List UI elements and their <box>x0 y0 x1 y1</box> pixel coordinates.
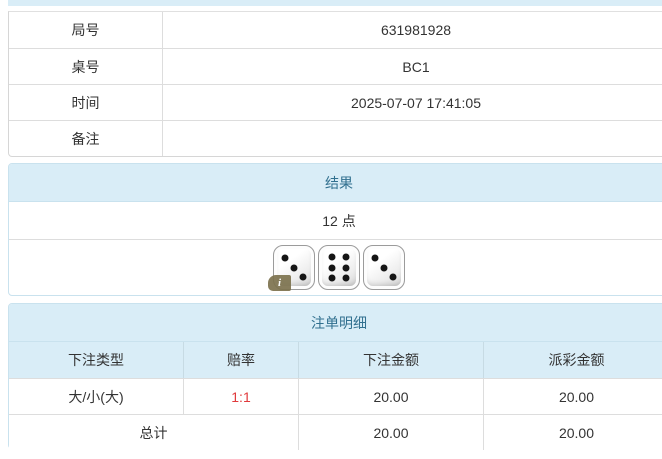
time-value: 2025-07-07 17:41:05 <box>351 94 481 111</box>
die-pip <box>299 273 307 281</box>
table-row-round-id: 局号 631981928 <box>9 12 662 48</box>
result-panel: 结果 12 点 i <box>8 163 662 296</box>
die-pip <box>342 253 350 261</box>
die-3-value-3 <box>363 245 405 290</box>
total-payout-amount: 20.00 <box>558 424 595 441</box>
bets-table-header: 下注类型 赔率 下注金额 派彩金额 <box>9 342 662 378</box>
bet-odds: 1:1 <box>184 379 299 414</box>
die-pip <box>342 274 350 282</box>
die-pip <box>389 273 397 281</box>
col-odds: 赔率 <box>184 342 299 378</box>
bets-total-row: 总计 20.00 20.00 <box>9 414 662 450</box>
result-panel-title: 结果 <box>9 164 662 202</box>
die-1-value-3: i <box>268 245 315 291</box>
dice-row: i <box>9 240 662 295</box>
remark-label: 备注 <box>9 121 163 156</box>
bets-panel-title: 注单明细 <box>9 304 662 342</box>
die-pip <box>342 264 350 271</box>
time-label: 时间 <box>9 85 163 120</box>
die-2-value-6 <box>318 245 360 290</box>
col-bet-type: 下注类型 <box>9 342 184 378</box>
remark-value <box>163 121 662 156</box>
round-id-label: 局号 <box>9 12 163 48</box>
bet-row: 大/小(大) 1:1 20.00 20.00 <box>9 378 662 414</box>
cropped-panel-heading <box>8 0 662 6</box>
bet-payout: 20.00 <box>558 388 595 405</box>
round-id-value: 631981928 <box>380 22 452 38</box>
round-info-table: 局号 631981928 桌号 BC1 时间 2025-07-07 17:41:… <box>8 11 662 157</box>
die-pip <box>380 264 388 271</box>
col-payout-amount: 派彩金额 <box>548 352 605 368</box>
col-bet-amount: 下注金额 <box>299 342 484 378</box>
die-pip <box>328 264 336 271</box>
result-points: 12 点 <box>9 202 662 240</box>
table-row-time: 时间 2025-07-07 17:41:05 <box>9 84 662 120</box>
die-pip <box>328 274 336 282</box>
bet-type: 大/小(大) <box>9 379 184 414</box>
die-pip <box>328 253 336 261</box>
info-badge-icon[interactable]: i <box>268 275 291 291</box>
die-pip <box>371 254 379 262</box>
table-id-value: BC1 <box>402 58 430 75</box>
bet-amount: 20.00 <box>299 379 484 414</box>
bets-panel: 注单明细 下注类型 赔率 下注金额 派彩金额 大/小(大) 1:1 20.00 … <box>8 303 662 450</box>
table-row-table-id: 桌号 BC1 <box>9 48 662 84</box>
table-id-label: 桌号 <box>9 49 163 84</box>
total-bet-amount: 20.00 <box>299 415 484 450</box>
total-label: 总计 <box>9 415 299 450</box>
table-row-remark: 备注 <box>9 120 662 156</box>
die-pip <box>290 264 298 271</box>
die-pip <box>281 254 289 262</box>
